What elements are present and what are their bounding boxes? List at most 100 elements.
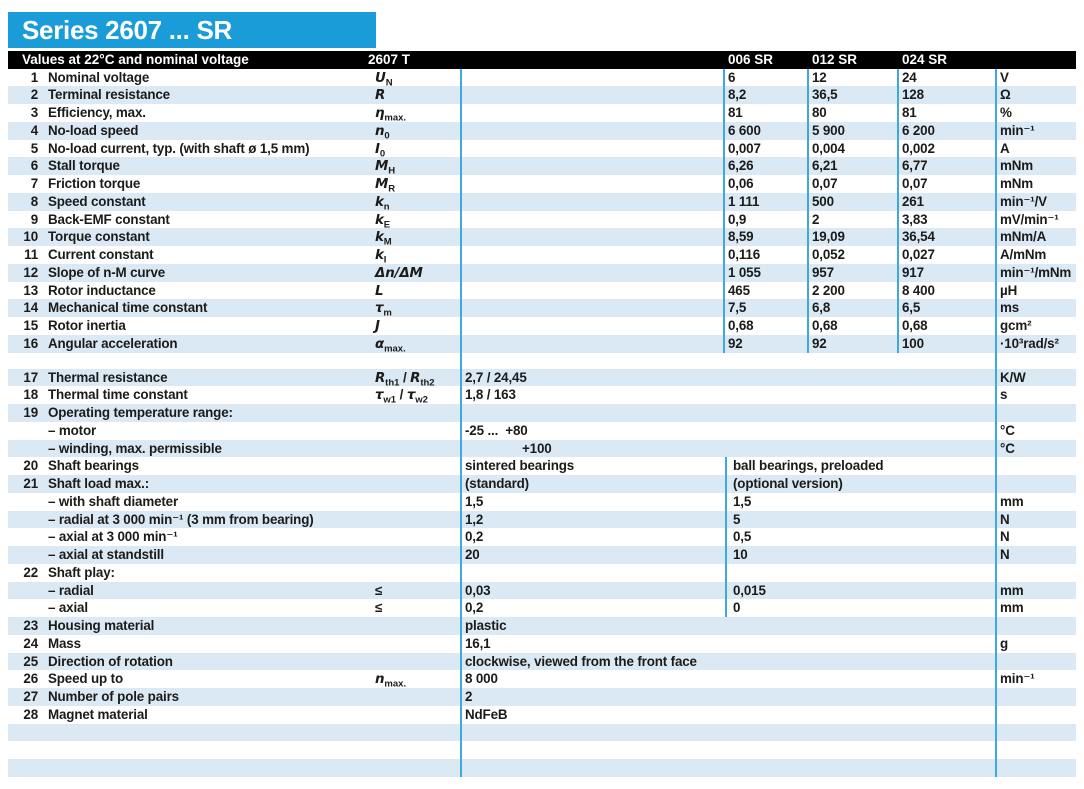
value-cell-024sr: 100	[902, 335, 924, 351]
value-cell-012sr: 500	[812, 193, 834, 209]
unit-cell: mNm/A	[1000, 229, 1047, 245]
row-label: Housing material	[48, 618, 155, 633]
row-symbol: Δn/ΔM	[375, 265, 423, 281]
value-cell-006sr: 0,68	[728, 318, 754, 333]
row-label: – motor	[48, 422, 97, 438]
value-cell-006sr: 0,007	[728, 140, 761, 156]
row-label: Speed constant	[48, 193, 146, 209]
table-row: 20 Shaft bearings sintered bearings ball be…	[8, 457, 1076, 475]
spacer-row	[8, 741, 1076, 759]
header-series-type: 2607 T	[368, 52, 411, 67]
row-symbol: Rth1 / Rth2	[375, 369, 435, 389]
header-column-012sr: 012 SR	[812, 52, 858, 67]
unit-cell: ·10³rad/s²	[1000, 335, 1059, 351]
row-symbol: L	[375, 283, 384, 299]
unit-cell: N	[1000, 511, 1010, 527]
row-number: 15	[23, 318, 38, 333]
unit-cell: mm	[1000, 600, 1024, 616]
row-symbol: n0	[375, 123, 390, 142]
value-cell-024sr: 36,54	[902, 229, 935, 245]
value-cell-optional: ball bearings, preloaded	[733, 458, 884, 474]
row-label: Speed up to	[48, 671, 123, 687]
unit-cell: mNm	[1000, 176, 1034, 191]
value-cell-024sr: 3,83	[902, 211, 928, 227]
row-symbol: UN	[375, 70, 393, 89]
table-row: 24 Mass 16,1 g	[8, 635, 1076, 653]
value-cell-standard: 0,2	[465, 529, 484, 545]
value-cell-024sr: 81	[902, 105, 917, 120]
unit-cell: °C	[1000, 422, 1015, 438]
unit-cell: min⁻¹	[1000, 671, 1035, 687]
row-number: 22	[23, 564, 38, 580]
value-cell-012sr: 19,09	[812, 229, 845, 245]
value-cell-024sr: 24	[902, 69, 917, 85]
value-cell-012sr: 0,052	[812, 247, 845, 262]
row-number: 23	[23, 618, 38, 633]
table-header: Values at 22°C and nominal voltage 2607 …	[8, 51, 1076, 69]
unit-cell: A	[1000, 140, 1010, 156]
unit-cell: gcm²	[1000, 318, 1032, 333]
unit-cell: mV/min⁻¹	[1000, 211, 1059, 227]
column-divider	[995, 68, 997, 777]
row-symbol: I0	[375, 141, 386, 160]
unit-cell: °C	[1000, 440, 1015, 456]
row-number: 2	[30, 87, 38, 103]
table-row: – motor -25 ... +80 °C	[8, 422, 1076, 440]
value-cell-012sr: 2	[812, 211, 820, 227]
row-number: 8	[30, 193, 38, 209]
value-cell-optional: 0	[733, 600, 741, 616]
row-symbol: MH	[375, 159, 396, 177]
row-number: 10	[23, 229, 38, 245]
row-label: Number of pole pairs	[48, 689, 179, 704]
row-number: 5	[30, 140, 38, 156]
value-cell-024sr: 6,5	[902, 300, 921, 316]
row-number: 26	[23, 671, 38, 687]
value-cell-optional: (optional version)	[733, 476, 843, 491]
value-cell-012sr: 957	[812, 264, 834, 280]
row-label: Terminal resistance	[48, 87, 170, 103]
unit-cell: %	[1000, 105, 1012, 120]
column-divider	[897, 68, 899, 353]
table-row: 11 Current constant kI 0,116 0,052 0,027 A/mNm	[8, 246, 1076, 266]
value-cell-standard: 0,2	[465, 600, 484, 616]
table-row: 22 Shaft play:	[8, 564, 1076, 582]
unit-cell: V	[1000, 69, 1009, 85]
row-symbol: J	[375, 319, 380, 334]
row-label: Shaft load max.:	[48, 476, 150, 491]
value-cell-006sr: 8,59	[728, 229, 754, 245]
table-row: – axial at 3 000 min⁻¹ 0,2 0,5 N	[8, 528, 1076, 546]
table-row: 23 Housing material plastic	[8, 617, 1076, 635]
value-cell-optional: 0,5	[733, 529, 752, 545]
row-number: 25	[23, 653, 38, 669]
table-row: 26 Speed up to nmax. 8 000 min⁻¹	[8, 670, 1076, 690]
row-number: 21	[23, 476, 38, 491]
table-row: 28 Magnet material NdFeB	[8, 706, 1076, 724]
table-row: 12 Slope of n-M curve Δn/ΔM 1 055 957 917 min⁻…	[8, 263, 1076, 282]
value-cell-standard: 20	[465, 547, 480, 562]
row-label: Shaft bearings	[48, 458, 139, 474]
value-cell: plastic	[465, 618, 507, 633]
value-cell-standard: 0,03	[465, 582, 491, 598]
value-cell-024sr: 0,027	[902, 247, 935, 262]
header-column-006sr: 006 SR	[728, 52, 774, 67]
row-label: Stall torque	[48, 158, 120, 174]
table-row: 4 No-load speed n0 6 600 5 900 6 200 min⁻¹	[8, 121, 1076, 142]
unit-cell: g	[1000, 635, 1009, 651]
column-divider	[807, 68, 809, 353]
unit-cell: N	[1000, 529, 1010, 545]
table-row: – axial ≤0,2 0 mm	[8, 599, 1076, 617]
row-label: Efficiency, max.	[48, 105, 146, 120]
spacer-row	[8, 353, 1076, 369]
value-cell-012sr: 5 900	[812, 122, 845, 138]
value-cell-optional: 5	[733, 511, 741, 527]
value-cell-024sr: 0,68	[902, 318, 928, 333]
row-label: – radial	[48, 582, 94, 598]
value-cell-024sr: 0,002	[902, 140, 935, 156]
table-row: 13 Rotor inductance L 465 2 200 8 400 µH	[8, 282, 1076, 300]
value-cell-006sr: 7,5	[728, 300, 747, 316]
value-cell-024sr: 261	[902, 193, 924, 209]
row-number: 12	[23, 264, 38, 280]
value-cell-024sr: 917	[902, 264, 924, 280]
table-row: 9 Back-EMF constant kE 0,9 2 3,83 mV/min⁻¹	[8, 211, 1076, 231]
